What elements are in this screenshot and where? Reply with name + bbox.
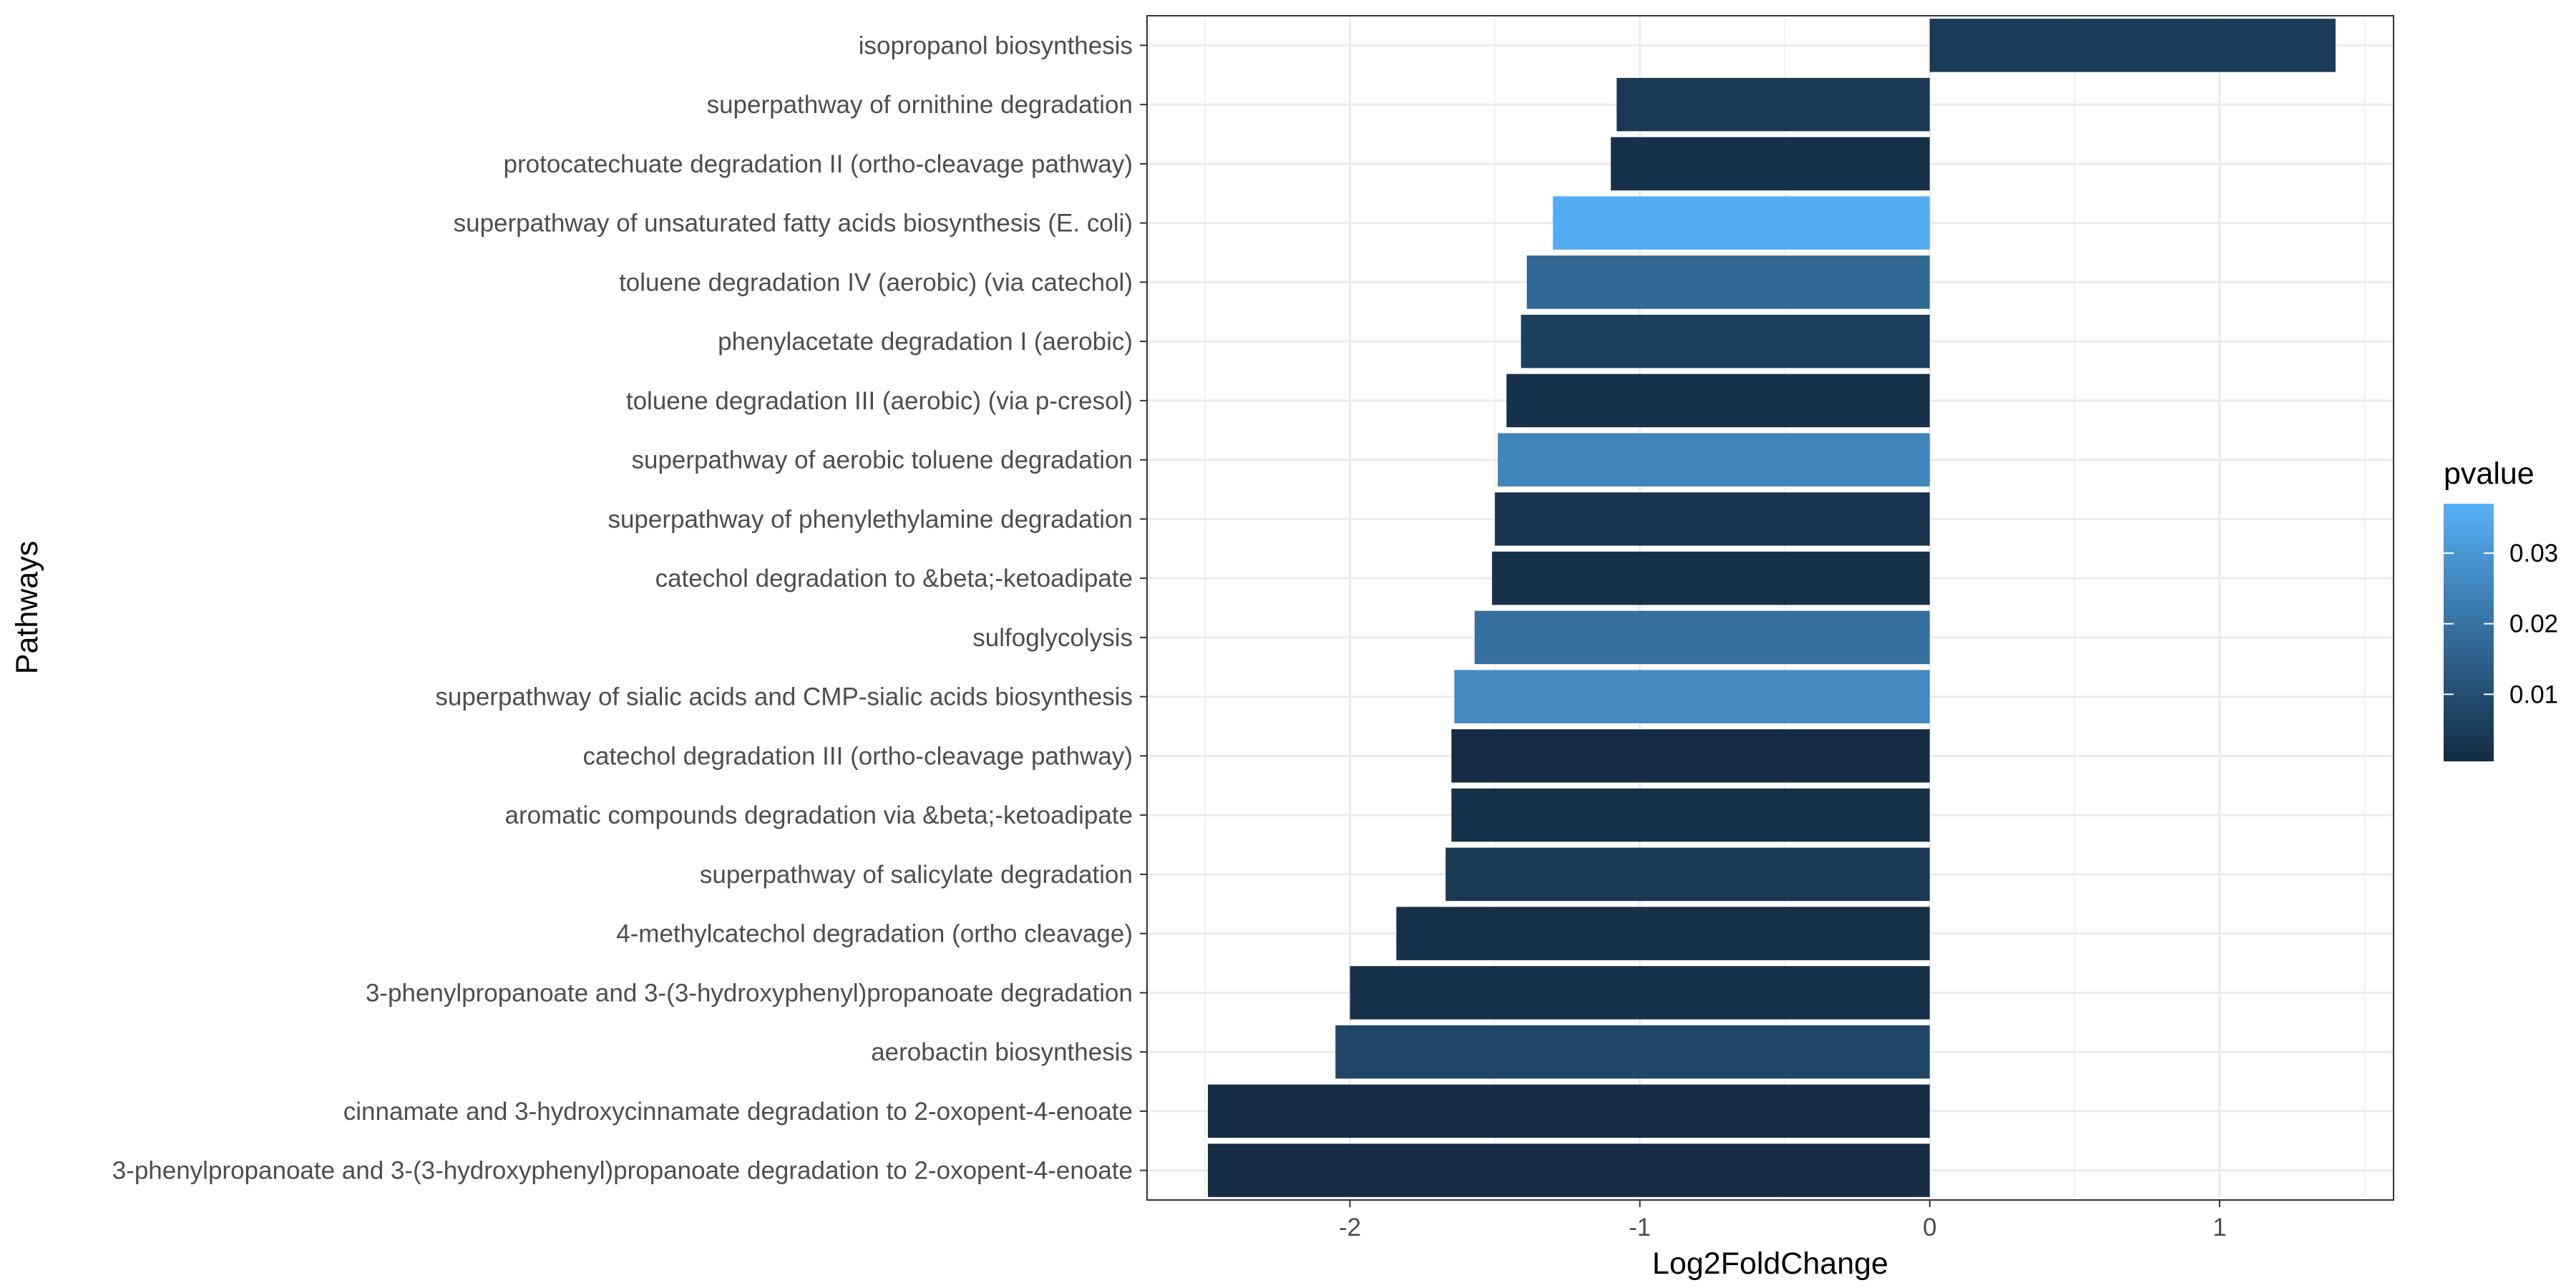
category-label: protocatechuate degradation II (ortho-cl… (504, 150, 1133, 178)
bar (1350, 966, 1930, 1020)
y-axis-title: Pathways (10, 541, 44, 674)
category-label: catechol degradation to &beta;-ketoadipa… (655, 565, 1133, 592)
legend-tick-label: 0.01 (2509, 680, 2558, 708)
bar (1208, 1143, 1930, 1197)
bar (1396, 907, 1930, 960)
bar (1208, 1084, 1930, 1138)
category-label: 3-phenylpropanoate and 3-(3-hydroxypheny… (366, 979, 1133, 1007)
bar (1335, 1025, 1930, 1079)
x-axis-ticks: -2 -1 0 1 (1339, 1200, 2227, 1241)
bar (1616, 77, 1930, 132)
category-label: toluene degradation III (aerobic) (via p… (626, 387, 1133, 415)
category-label: toluene degradation IV (aerobic) (via ca… (619, 268, 1133, 296)
legend-tick-label: 0.02 (2509, 610, 2558, 638)
bar (1451, 729, 1930, 783)
category-label: catechol degradation III (ortho-cleavage… (582, 742, 1133, 770)
category-labels: 3-phenylpropanoate and 3-(3-hydroxypheny… (112, 31, 1147, 1185)
category-label: aerobactin biosynthesis (871, 1038, 1133, 1066)
x-tick-label: -2 (1339, 1214, 1361, 1241)
category-label: superpathway of phenylethylamine degrada… (608, 505, 1133, 533)
bar (1498, 433, 1930, 487)
category-label: cinnamate and 3-hydroxycinnamate degrada… (343, 1098, 1133, 1126)
bar (1526, 255, 1930, 309)
bar (1451, 788, 1930, 842)
bar (1454, 670, 1930, 723)
legend: pvalue 0.01 0.02 0.03 (2444, 457, 2558, 761)
x-tick-label: -1 (1629, 1214, 1651, 1241)
bar (1445, 847, 1930, 902)
bar (1929, 19, 2336, 72)
category-label: superpathway of ornithine degradation (707, 91, 1133, 119)
x-tick-label: 1 (2212, 1214, 2226, 1241)
plot-panel-background (1147, 16, 2394, 1200)
category-label: superpathway of sialic acids and CMP-sia… (435, 683, 1133, 711)
category-label: isopropanol biosynthesis (859, 31, 1133, 59)
bar (1521, 314, 1930, 369)
category-label: phenylacetate degradation I (aerobic) (718, 328, 1133, 356)
legend-tick-label: 0.03 (2509, 540, 2558, 567)
bars (1208, 19, 2336, 1197)
bar (1553, 196, 1930, 250)
category-label: superpathway of aerobic toluene degradat… (632, 447, 1133, 474)
x-axis-title: Log2FoldChange (1652, 1246, 1888, 1281)
legend-colorbar (2444, 504, 2494, 761)
bar (1492, 551, 1930, 605)
bar (1611, 137, 1930, 191)
x-tick-label: 0 (1923, 1214, 1936, 1241)
category-label: sulfoglycolysis (972, 624, 1133, 652)
category-label: aromatic compounds degradation via &beta… (505, 801, 1133, 829)
category-label: superpathway of unsaturated fatty acids … (454, 210, 1133, 238)
legend-title: pvalue (2444, 457, 2534, 491)
category-label: superpathway of salicylate degradation (700, 861, 1133, 889)
category-label: 4-methylcatechol degradation (ortho clea… (616, 920, 1133, 948)
legend-ticks: 0.01 0.02 0.03 (2444, 540, 2558, 708)
category-label: 3-phenylpropanoate and 3-(3-hydroxypheny… (112, 1157, 1133, 1185)
bar (1474, 610, 1930, 665)
plot-panel-border (1146, 15, 2394, 1201)
bar (1506, 374, 1930, 428)
bar (1495, 492, 1930, 546)
